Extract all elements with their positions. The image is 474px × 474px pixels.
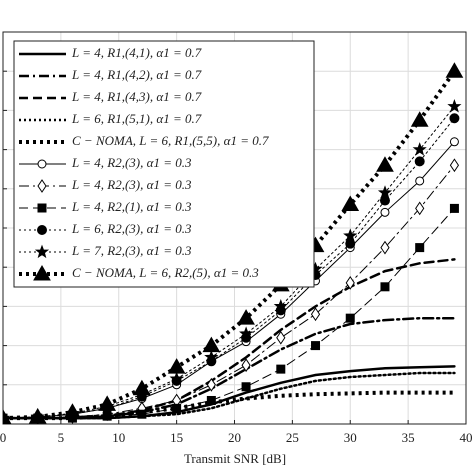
marker <box>415 176 425 186</box>
legend-label: L = 4, R2,(3), α1 = 0.3 <box>71 155 192 170</box>
legend-label: L = 4, R2,(3), α1 = 0.3 <box>71 177 192 192</box>
marker <box>137 409 147 419</box>
x-tick-label: 40 <box>460 430 473 445</box>
marker <box>415 243 425 253</box>
marker <box>449 137 459 147</box>
marker <box>63 403 82 419</box>
marker <box>341 195 360 211</box>
marker <box>37 225 47 235</box>
marker <box>241 382 251 392</box>
x-tick-label: 30 <box>344 430 357 445</box>
marker <box>202 336 221 353</box>
legend-label: L = 4, R1,(4,3), α1 = 0.7 <box>71 89 202 104</box>
marker <box>415 201 425 216</box>
marker <box>380 240 390 255</box>
marker <box>276 330 286 345</box>
legend-label: C − NOMA, L = 6, R2,(5), α1 = 0.3 <box>72 265 259 280</box>
series-line <box>3 106 455 419</box>
marker <box>345 238 356 249</box>
marker <box>345 275 355 290</box>
x-axis-label: Transmit SNR [dB] <box>184 451 286 466</box>
axes-frame <box>2 31 467 425</box>
marker <box>133 379 151 396</box>
series-line <box>3 390 455 421</box>
marker <box>102 411 112 421</box>
legend: L = 4, R1,(4,1), α1 = 0.7 L = 4, R1,(4,2)… <box>13 40 315 288</box>
marker <box>169 371 184 385</box>
marker <box>206 395 216 405</box>
x-tick-label: 15 <box>170 430 183 445</box>
marker <box>37 179 47 193</box>
marker <box>172 403 182 413</box>
marker <box>167 358 186 374</box>
marker <box>206 377 216 392</box>
legend-label: L = 7, R2,(3), α1 = 0.3 <box>71 243 192 258</box>
marker <box>449 203 459 213</box>
marker <box>412 142 427 156</box>
legend-label: L = 4, R2,(1), α1 = 0.3 <box>71 199 192 214</box>
marker <box>33 264 51 281</box>
marker <box>310 307 321 322</box>
legend-label: C − NOMA, L = 6, R1,(5,5), α1 = 0.7 <box>72 133 269 148</box>
marker <box>449 113 460 124</box>
marker <box>28 407 47 424</box>
marker <box>410 111 429 127</box>
marker <box>98 395 117 411</box>
x-tick-label: 0 <box>0 430 6 445</box>
marker <box>449 158 460 173</box>
x-tick-label: 35 <box>402 430 415 445</box>
legend-label: L = 6, R1,(5,1), α1 = 0.7 <box>71 111 202 126</box>
marker <box>276 364 286 374</box>
series-line <box>3 70 457 421</box>
legend-label: L = 6, R2,(3), α1 = 0.3 <box>71 221 192 236</box>
marker <box>3 409 12 424</box>
series-line <box>3 117 455 419</box>
marker <box>204 349 219 364</box>
x-tick-label: 20 <box>228 430 241 445</box>
marker <box>345 313 355 323</box>
marker <box>376 156 394 172</box>
marker <box>380 282 390 292</box>
x-tick-label: 10 <box>112 430 125 445</box>
marker <box>37 159 47 169</box>
marker <box>273 298 288 313</box>
marker <box>239 326 254 340</box>
marker <box>447 99 462 113</box>
marker <box>311 341 321 351</box>
marker <box>377 185 393 199</box>
marker <box>380 207 390 217</box>
x-tick-label: 25 <box>286 430 299 445</box>
marker <box>37 203 47 213</box>
legend-label: L = 4, R1,(4,2), α1 = 0.7 <box>71 67 202 82</box>
marker <box>241 358 251 373</box>
marker <box>379 195 390 206</box>
marker <box>445 62 464 78</box>
marker <box>414 156 425 167</box>
marker <box>343 228 358 242</box>
marker <box>237 309 255 325</box>
legend-label: L = 4, R1,(4,1), α1 = 0.7 <box>71 45 202 60</box>
marker <box>34 244 50 259</box>
x-tick-label: 5 <box>58 430 65 445</box>
